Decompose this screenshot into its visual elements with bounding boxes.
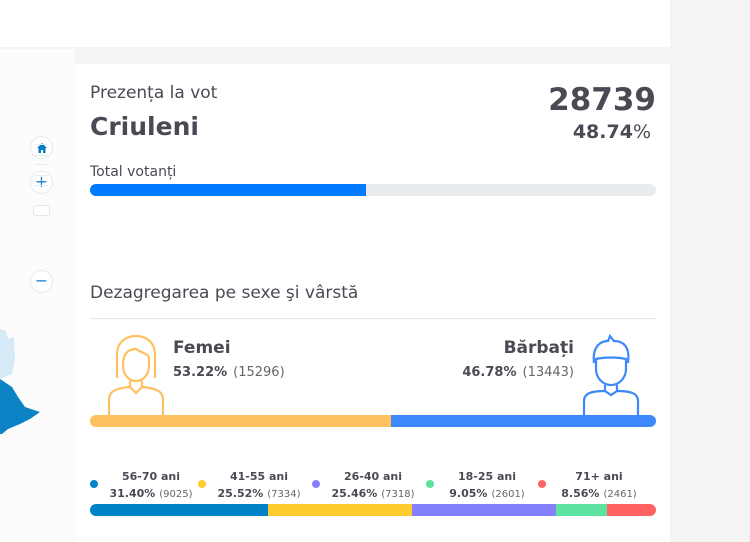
- age-label: 41-55 ani: [229, 470, 289, 483]
- age-group: 56-70 ani 31.40% (9025): [105, 470, 197, 500]
- age-dot: [90, 480, 98, 488]
- age-stats: 8.56% (2461): [561, 487, 637, 500]
- age-label: 71+ ani: [575, 470, 623, 483]
- female-icon: [107, 334, 165, 415]
- map-home-button[interactable]: [30, 136, 53, 159]
- zoom-in-button[interactable]: +: [30, 171, 53, 194]
- women-label: Femei: [173, 338, 231, 358]
- age-stats: 9.05% (2601): [449, 487, 525, 500]
- age-bar-segment: [267, 504, 413, 516]
- age-group: 18-25 ani 9.05% (2601): [441, 470, 533, 500]
- age-group: 26-40 ani 25.46% (7318): [327, 470, 419, 500]
- breakdown-title: Dezagregarea pe sexe şi vârstă: [90, 283, 359, 303]
- zoom-out-button[interactable]: −: [30, 270, 53, 293]
- age-dot: [426, 480, 434, 488]
- gender-bar-men: [391, 415, 656, 427]
- turnout-card: [75, 64, 670, 542]
- male-icon: [582, 333, 640, 415]
- map-panel[interactable]: + −: [0, 49, 75, 542]
- turnout-progress-fill: [90, 184, 366, 196]
- age-group: 71+ ani 8.56% (2461): [553, 470, 645, 500]
- age-dot: [538, 480, 546, 488]
- age-bar-segment: [556, 504, 608, 516]
- turnout-count: 28739: [548, 82, 656, 118]
- region-name: Criuleni: [90, 112, 199, 141]
- divider: [90, 318, 656, 319]
- turnout-percent: 48.74%: [572, 121, 651, 143]
- age-label: 26-40 ani: [343, 470, 403, 483]
- home-icon: [36, 143, 47, 153]
- age-bar: [90, 504, 656, 516]
- turnout-title: Prezența la vot: [90, 83, 218, 103]
- zoom-slider-handle[interactable]: [33, 205, 50, 216]
- gender-bar: [90, 415, 656, 427]
- turnout-progress-bar: [90, 184, 656, 196]
- gender-bar-women: [90, 415, 392, 427]
- age-label: 18-25 ani: [457, 470, 517, 483]
- age-stats: 31.40% (9025): [109, 487, 193, 500]
- men-label: Bărbați: [503, 338, 574, 358]
- total-voters-label: Total votanți: [90, 164, 177, 180]
- age-dot: [198, 480, 206, 488]
- age-stats: 25.52% (7334): [217, 487, 301, 500]
- age-bar-segment: [90, 504, 268, 516]
- age-bar-segment: [607, 504, 656, 516]
- age-dot: [312, 480, 320, 488]
- age-bar-segment: [412, 504, 557, 516]
- age-group: 41-55 ani 25.52% (7334): [213, 470, 305, 500]
- map-region-shape[interactable]: [0, 329, 45, 444]
- women-stats: 53.22% (15296): [173, 365, 285, 380]
- men-stats: 46.78% (13443): [462, 365, 574, 380]
- age-stats: 25.46% (7318): [331, 487, 415, 500]
- top-bar: [0, 0, 670, 48]
- age-label: 56-70 ani: [121, 470, 181, 483]
